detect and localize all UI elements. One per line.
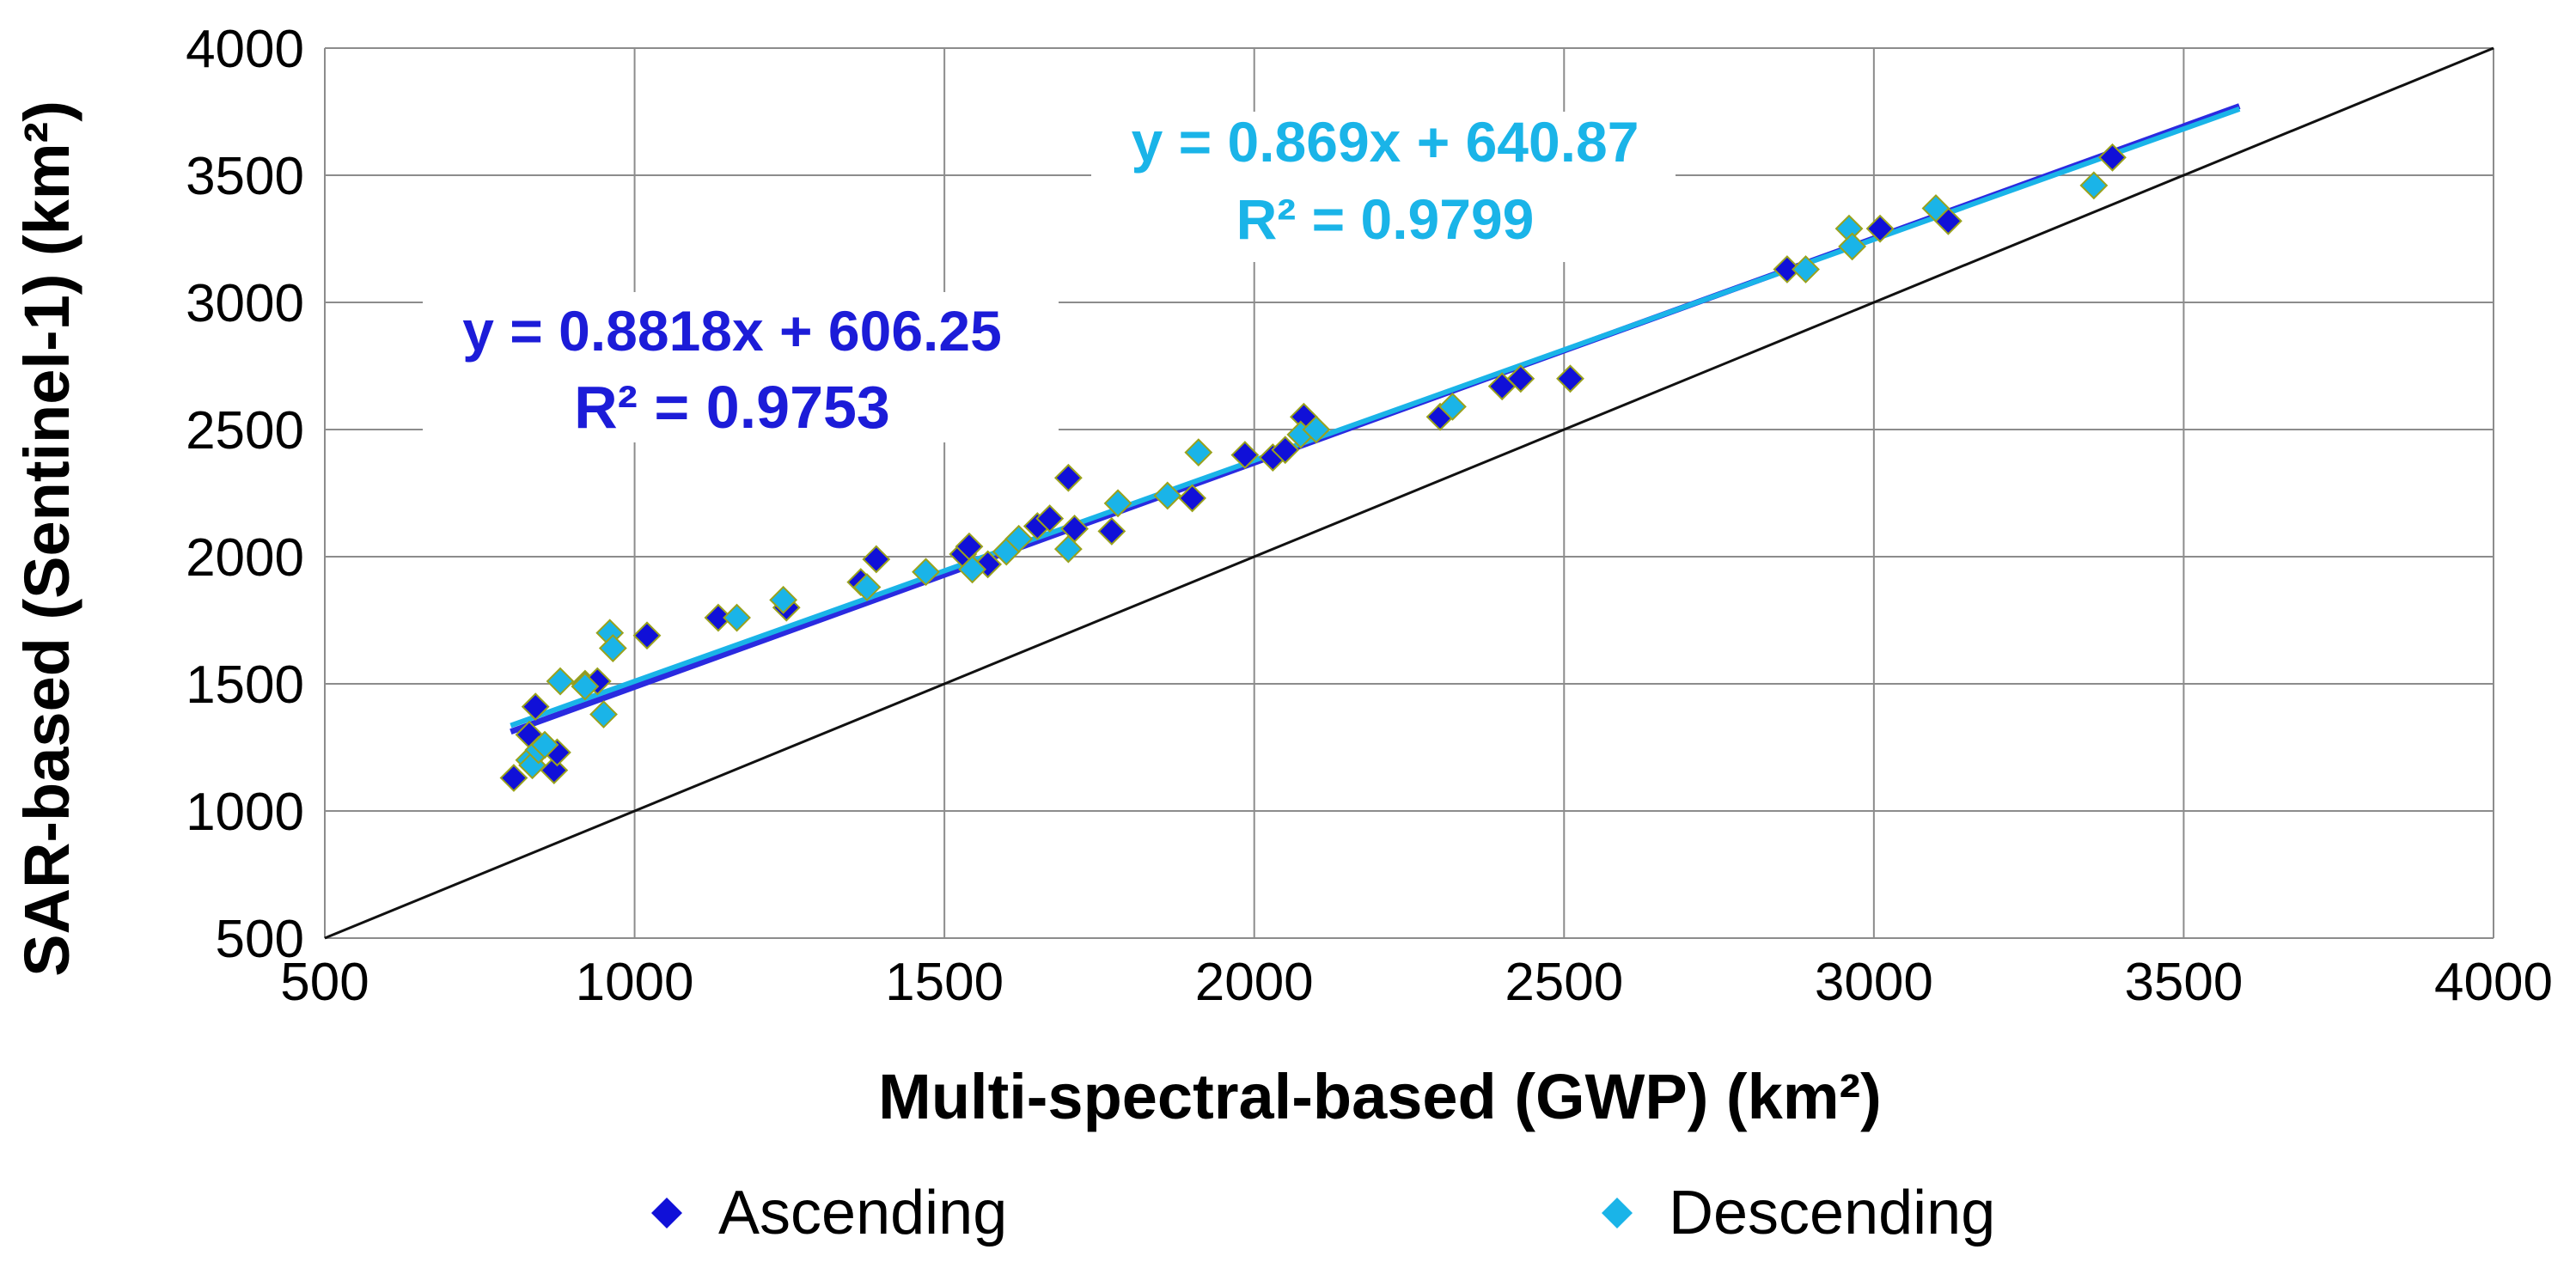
descending-point — [852, 573, 882, 601]
y-tick-label: 4000 — [186, 20, 304, 79]
x-tick-label: 1500 — [885, 953, 1004, 1012]
x-tick-label: 500 — [280, 953, 369, 1012]
descending-point — [1053, 534, 1083, 564]
legend-ascending-label: Ascending — [718, 1179, 1007, 1247]
x-tick-label: 1000 — [576, 953, 694, 1012]
ascending-point — [1865, 214, 1895, 243]
data-points — [499, 143, 2127, 792]
ascending-point — [704, 603, 733, 632]
ascending-point — [974, 550, 1003, 579]
descending-point — [723, 603, 751, 632]
descending-point — [1103, 489, 1132, 518]
descending-equation: y = 0.869x + 640.87 — [1132, 110, 1639, 174]
descending-point — [1838, 232, 1867, 261]
legend: Ascending Descending — [651, 1179, 1995, 1247]
ascending-r2: R² = 0.9753 — [574, 374, 890, 441]
descending-point — [912, 558, 940, 587]
descending-point — [589, 700, 618, 728]
descending-point — [2079, 171, 2109, 200]
ascending-point — [499, 764, 528, 792]
tick-labels: 500 1000 1500 2000 2500 3000 3500 4000 500 1000 15… — [186, 20, 2553, 1012]
x-tick-label: 2000 — [1195, 953, 1314, 1012]
y-tick-label: 3500 — [186, 147, 304, 206]
descending-point — [1302, 415, 1331, 444]
y-tick-label: 2000 — [186, 528, 304, 588]
x-tick-label: 3000 — [1815, 953, 1933, 1012]
y-tick-label: 1500 — [186, 655, 304, 715]
ascending-point — [1506, 364, 1535, 393]
descending-point — [1184, 438, 1213, 467]
ascending-point — [1097, 516, 1126, 546]
descending-equation-background — [1091, 112, 1676, 262]
y-tick-label: 500 — [216, 910, 304, 969]
descending-point — [571, 672, 600, 701]
ascending-point — [862, 545, 891, 574]
ascending-point — [1556, 364, 1584, 393]
ascending-point — [1230, 441, 1260, 470]
descending-point — [1004, 524, 1034, 553]
ascending-point — [1035, 504, 1065, 533]
x-tick-label: 3500 — [2124, 953, 2243, 1012]
ascending-point — [632, 621, 662, 650]
descending-point — [958, 555, 987, 584]
y-tick-label: 1000 — [186, 783, 304, 842]
x-tick-label: 2500 — [1505, 953, 1623, 1012]
legend-descending-label: Descending — [1669, 1179, 1995, 1247]
descending-point — [546, 667, 575, 696]
x-axis-title: Multi-spectral-based (GWP) (km²) — [878, 1061, 1882, 1132]
y-axis-title: SAR-based (Sentinel-1) (km²) — [11, 101, 82, 977]
x-tick-label: 4000 — [2434, 953, 2553, 1012]
descending-point — [1153, 481, 1182, 510]
ascending-point — [2098, 143, 2127, 172]
ascending-equation-background — [423, 292, 1059, 442]
descending-r2: R² = 0.9799 — [1236, 187, 1535, 251]
descending-point — [1438, 392, 1467, 421]
ascending-point — [521, 692, 550, 722]
descending-point — [1921, 194, 1950, 223]
identity-line — [324, 46, 2494, 940]
descending-point — [598, 634, 627, 662]
ascending-point — [1271, 436, 1300, 465]
y-tick-label: 3000 — [186, 274, 304, 333]
ascending-point — [1053, 463, 1083, 492]
descending-point — [1792, 255, 1820, 283]
descending-point — [530, 730, 559, 759]
ascending-equation: y = 0.8818x + 606.25 — [462, 299, 1002, 363]
reference-line-layer — [324, 46, 2494, 940]
descending-point — [769, 585, 798, 614]
legend-ascending-marker — [651, 1198, 682, 1228]
ascending-point — [1773, 255, 1802, 283]
ascending-point — [1178, 484, 1207, 513]
legend-descending-marker — [1602, 1198, 1633, 1228]
y-tick-label: 2500 — [186, 401, 304, 460]
